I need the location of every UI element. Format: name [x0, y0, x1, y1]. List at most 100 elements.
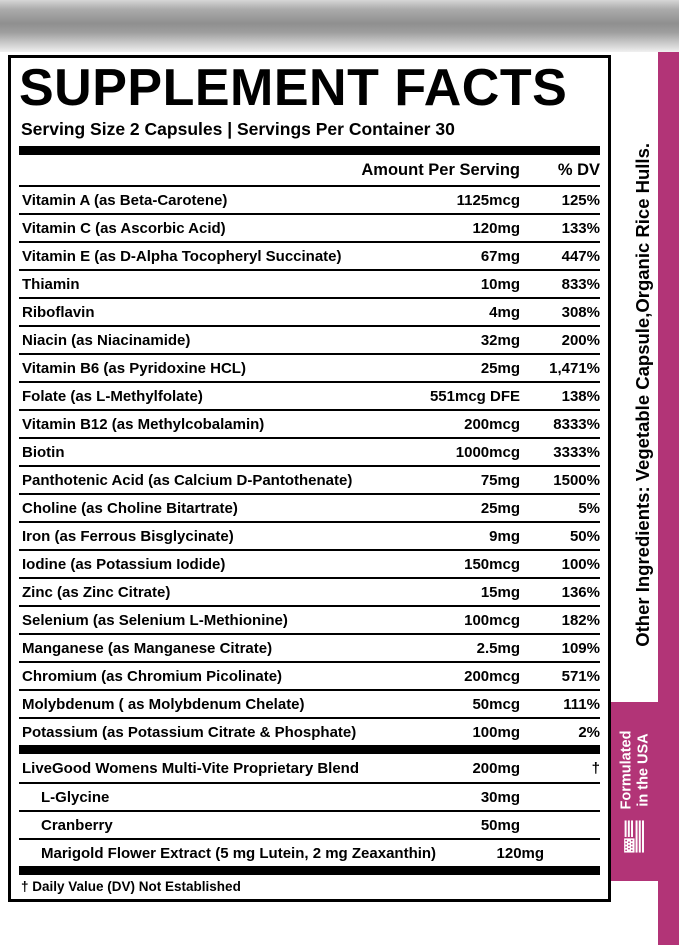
thick-divider-bottom [19, 866, 600, 876]
nutrient-amount: 25mg [480, 359, 520, 377]
blend-amount: 200mg [472, 759, 520, 777]
nutrient-amount: 1125mcg [456, 191, 520, 209]
nutrient-amount: 150mcg [464, 555, 520, 573]
table-header-row: Amount Per Serving % DV [19, 155, 600, 185]
table-row: Zinc (as Zinc Citrate) 15mg 136% [19, 577, 600, 605]
label-right-accent-strip [658, 9, 679, 945]
formulated-usa-label: Formulated in the USA [618, 730, 650, 809]
table-row: Chromium (as Chromium Picolinate) 200mcg… [19, 661, 600, 689]
blend-item-name: L-Glycine [41, 788, 110, 806]
nutrient-amount: 551mcg DFE [429, 387, 520, 405]
nutrient-dv: 5% [578, 499, 600, 517]
nutrient-dv: 1,471% [549, 359, 600, 377]
nutrient-dv: 833% [561, 275, 600, 293]
blend-item-row: Cranberry 50mg [19, 810, 600, 838]
nutrient-amount: 120mg [472, 219, 520, 237]
blend-item-name: Cranberry [41, 816, 113, 834]
thick-divider-top [19, 146, 600, 156]
nutrient-dv: 1500% [553, 471, 600, 489]
nutrient-name: Niacin (as Niacinamide) [22, 331, 191, 349]
table-row: Choline (as Choline Bitartrate) 25mg 5% [19, 493, 600, 521]
nutrient-name: Molybdenum ( as Molybdenum Chelate) [22, 695, 305, 713]
nutrient-name: Thiamin [22, 275, 80, 293]
table-row: Vitamin C (as Ascorbic Acid) 120mg 133% [19, 213, 600, 241]
nutrient-dv: 308% [561, 303, 600, 321]
column-header-amount: Amount Per Serving [361, 160, 520, 179]
nutrient-name: Zinc (as Zinc Citrate) [22, 583, 171, 601]
nutrient-name: Choline (as Choline Bitartrate) [22, 499, 238, 517]
nutrient-dv: 182% [561, 611, 600, 629]
nutrient-name: Folate (as L-Methylfolate) [22, 387, 203, 405]
nutrient-amount: 200mcg [464, 667, 520, 685]
thick-divider-blend [19, 745, 600, 755]
usa-flag-icon [623, 819, 644, 853]
nutrient-amount: 10mg [480, 275, 520, 293]
blend-item-amount: 50mg [480, 816, 520, 834]
nutrient-name: Vitamin B12 (as Methylcobalamin) [22, 415, 265, 433]
nutrient-dv: 3333% [553, 443, 600, 461]
nutrient-amount: 100mcg [464, 611, 520, 629]
nutrient-name: Biotin [22, 443, 65, 461]
nutrient-name: Iodine (as Potassium Iodide) [22, 555, 226, 573]
blend-item-row: Marigold Flower Extract (5 mg Lutein, 2 … [19, 838, 600, 866]
table-row: Folate (as L-Methylfolate) 551mcg DFE 13… [19, 381, 600, 409]
table-row: Iodine (as Potassium Iodide) 150mcg 100% [19, 549, 600, 577]
table-row: Thiamin 10mg 833% [19, 269, 600, 297]
nutrient-dv: 125% [561, 191, 600, 209]
nutrients-table: Amount Per Serving % DV Vitamin A (as Be… [11, 146, 608, 876]
table-row: Selenium (as Selenium L-Methionine) 100m… [19, 605, 600, 633]
formulated-usa-line1: Formulated [618, 730, 635, 809]
table-row: Biotin 1000mcg 3333% [19, 437, 600, 465]
nutrient-dv: 136% [561, 583, 600, 601]
nutrient-name: Selenium (as Selenium L-Methionine) [22, 611, 288, 629]
nutrient-dv: 8333% [553, 415, 600, 433]
table-row: Panthotenic Acid (as Calcium D-Pantothen… [19, 465, 600, 493]
nutrient-name: Potassium (as Potassium Citrate & Phosph… [22, 723, 357, 741]
nutrient-name: Vitamin C (as Ascorbic Acid) [22, 219, 226, 237]
nutrient-name: Chromium (as Chromium Picolinate) [22, 667, 283, 685]
table-row: Manganese (as Manganese Citrate) 2.5mg 1… [19, 633, 600, 661]
daily-value-footnote: † Daily Value (DV) Not Established [21, 879, 241, 895]
nutrient-amount: 25mg [480, 499, 520, 517]
blend-row: LiveGood Womens Multi-Vite Proprietary B… [19, 754, 600, 782]
nutrient-dv: 138% [561, 387, 600, 405]
table-row: Vitamin A (as Beta-Carotene) 1125mcg 125… [19, 185, 600, 213]
nutrient-amount: 32mg [480, 331, 520, 349]
nutrient-amount: 50mcg [472, 695, 520, 713]
nutrient-name: Riboflavin [22, 303, 95, 321]
nutrient-amount: 9mg [489, 527, 520, 545]
other-ingredients-vertical-text: Other Ingredients: Vegetable Capsule,Org… [632, 143, 653, 647]
table-row: Iron (as Ferrous Bisglycinate) 9mg 50% [19, 521, 600, 549]
nutrient-dv: 111% [563, 695, 600, 713]
nutrient-amount: 67mg [480, 247, 520, 265]
nutrient-amount: 75mg [480, 471, 520, 489]
nutrient-amount: 4mg [489, 303, 520, 321]
nutrient-dv: 200% [561, 331, 600, 349]
nutrient-dv: 100% [561, 555, 600, 573]
nutrient-name: Vitamin B6 (as Pyridoxine HCL) [22, 359, 246, 377]
nutrient-dv: 133% [561, 219, 600, 237]
nutrient-amount: 200mcg [464, 415, 520, 433]
nutrient-dv: 109% [561, 639, 600, 657]
table-row: Vitamin B12 (as Methylcobalamin) 200mcg … [19, 409, 600, 437]
nutrient-amount: 15mg [480, 583, 520, 601]
nutrient-name: Manganese (as Manganese Citrate) [22, 639, 273, 657]
serving-info: Serving Size 2 Capsules | Servings Per C… [21, 119, 455, 140]
nutrient-dv: 2% [578, 723, 600, 741]
nutrient-amount: 2.5mg [476, 639, 520, 657]
blend-item-amount: 30mg [480, 788, 520, 806]
label-top-gray-band [0, 0, 679, 52]
blend-item-name: Marigold Flower Extract (5 mg Lutein, 2 … [41, 844, 437, 862]
blend-item-amount: 120mg [496, 844, 545, 862]
nutrient-amount: 1000mcg [455, 443, 520, 461]
nutrient-dv: 50% [569, 527, 600, 545]
nutrient-name: Panthotenic Acid (as Calcium D-Pantothen… [22, 471, 353, 489]
nutrient-name: Iron (as Ferrous Bisglycinate) [22, 527, 234, 545]
panel-title: SUPPLEMENT FACTS [19, 59, 568, 117]
nutrient-dv: 447% [561, 247, 600, 265]
supplement-facts-panel: SUPPLEMENT FACTS Serving Size 2 Capsules… [8, 55, 611, 903]
nutrient-name: Vitamin A (as Beta-Carotene) [22, 191, 228, 209]
table-row: Molybdenum ( as Molybdenum Chelate) 50mc… [19, 689, 600, 717]
formulated-usa-line2: in the USA [634, 732, 651, 807]
table-row: Riboflavin 4mg 308% [19, 297, 600, 325]
